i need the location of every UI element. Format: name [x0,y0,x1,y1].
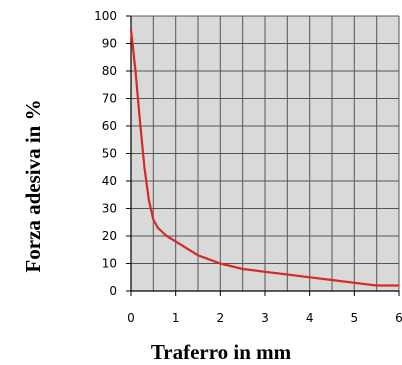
y-tick-label: 30 [102,202,117,216]
y-tick-label: 20 [102,229,117,243]
y-tick-label: 10 [102,257,117,271]
x-tick-label: 0 [127,311,135,325]
y-tick-label: 0 [109,284,117,298]
x-tick-label: 5 [351,311,359,325]
x-tick-labels: 0 1 2 3 4 5 6 [127,291,402,325]
x-axis-title: Traferro in mm [151,340,292,364]
y-tick-label: 50 [102,147,117,161]
y-tick-label: 100 [94,9,117,23]
series-points [130,29,400,286]
y-tick-label: 90 [102,37,117,51]
y-tick-label: 70 [102,92,117,106]
y-tick-label: 60 [102,119,117,133]
x-tick-label: 2 [217,311,225,325]
x-tick-label: 6 [395,311,402,325]
x-tick-label: 4 [306,311,314,325]
y-tick-labels: 0 10 20 30 40 50 60 70 80 90 100 [94,9,131,298]
y-tick-label: 40 [102,174,117,188]
y-tick-label: 80 [102,64,117,78]
grid [130,15,400,292]
x-tick-label: 3 [261,311,269,325]
x-tick-label: 1 [172,311,180,325]
y-axis-title: Forza adesiva in % [21,99,45,272]
